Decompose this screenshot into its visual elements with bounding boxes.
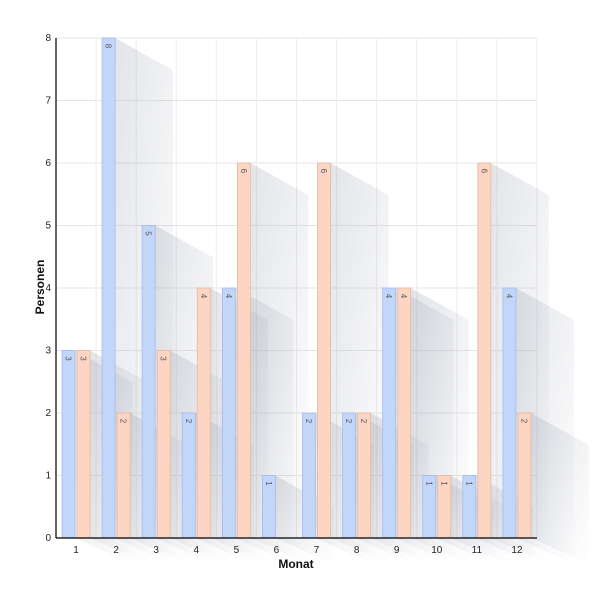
bar-data-label: 4 bbox=[199, 294, 208, 299]
bar-data-label: 3 bbox=[79, 356, 88, 361]
y-tick-label: 7 bbox=[45, 96, 51, 107]
y-tick-label: 2 bbox=[45, 408, 51, 419]
bar-series-1 bbox=[181, 412, 196, 539]
x-tick-label: 5 bbox=[234, 545, 240, 556]
bar-series-2 bbox=[517, 412, 532, 539]
y-tick-label: 1 bbox=[45, 471, 51, 482]
x-axis-title: Monat bbox=[278, 557, 313, 571]
bar-series-2 bbox=[317, 162, 331, 539]
y-tick-label: 8 bbox=[45, 33, 51, 44]
bar-series-2 bbox=[156, 350, 171, 539]
y-tick-label: 3 bbox=[45, 346, 51, 357]
bar-data-label: 3 bbox=[64, 356, 73, 361]
bar-shadow bbox=[530, 413, 589, 564]
y-tick-label: 0 bbox=[45, 533, 51, 544]
bar-data-label: 6 bbox=[319, 169, 328, 174]
y-tick-label: 6 bbox=[45, 158, 51, 169]
bar-data-label: 1 bbox=[464, 481, 473, 486]
bar-data-label: 2 bbox=[119, 419, 128, 424]
bar-series-1 bbox=[502, 287, 517, 539]
x-tick-label: 8 bbox=[354, 545, 360, 556]
bar-data-label: 2 bbox=[519, 419, 528, 424]
bar-data-label: 2 bbox=[344, 419, 353, 424]
bar-data-label: 4 bbox=[384, 294, 393, 299]
bar-series-2 bbox=[397, 287, 412, 539]
bar-data-label: 6 bbox=[239, 169, 248, 174]
x-tick-label: 12 bbox=[511, 545, 523, 556]
x-tick-label: 3 bbox=[153, 545, 159, 556]
x-tick-label: 6 bbox=[274, 545, 280, 556]
bar-data-label: 4 bbox=[399, 294, 408, 299]
bar-data-label: 3 bbox=[159, 356, 168, 361]
bar-series-2 bbox=[477, 162, 492, 539]
bar-series-1 bbox=[302, 412, 316, 539]
bar-data-label: 1 bbox=[439, 481, 448, 486]
bar-data-label: 4 bbox=[504, 294, 513, 299]
bar-data-label: 5 bbox=[144, 231, 153, 236]
bar-shadow bbox=[250, 163, 309, 564]
bar-data-label: 2 bbox=[184, 419, 193, 424]
x-tick-label: 11 bbox=[472, 545, 483, 556]
bar-series-2 bbox=[116, 412, 131, 539]
x-tick-label: 9 bbox=[394, 545, 400, 556]
y-axis-title: Personen bbox=[33, 260, 47, 315]
x-tick-label: 2 bbox=[113, 545, 119, 556]
bar-series-1 bbox=[342, 412, 356, 539]
x-tick-label: 1 bbox=[73, 545, 79, 556]
bar-data-label: 2 bbox=[359, 419, 368, 424]
bar-data-label: 1 bbox=[264, 481, 273, 486]
bar-series-1 bbox=[382, 287, 397, 539]
bars: 3 3 8 2 5 3 2 4 4 6 1 2 6 2 2 4 4 1 1 1 6 4 2 bbox=[61, 37, 532, 539]
bar-data-label: 8 bbox=[104, 44, 113, 49]
bar-data-label: 1 bbox=[424, 481, 433, 486]
bar-series-1 bbox=[101, 37, 116, 539]
x-tick-label: 4 bbox=[194, 545, 200, 556]
bar-series-2 bbox=[76, 350, 91, 539]
x-tick-label: 10 bbox=[431, 545, 443, 556]
bar-data-label: 6 bbox=[479, 169, 488, 174]
bar-data-label: 4 bbox=[224, 294, 233, 299]
bar-series-2 bbox=[236, 162, 251, 539]
y-tick-label: 4 bbox=[45, 283, 51, 294]
bar-series-1 bbox=[221, 287, 236, 539]
bar-data-label: 2 bbox=[304, 419, 313, 424]
bar-series-1 bbox=[61, 350, 76, 539]
x-tick-label: 7 bbox=[314, 545, 320, 556]
y-tick-label: 5 bbox=[45, 221, 51, 232]
bar-series-1 bbox=[141, 225, 156, 539]
bar-series-2 bbox=[357, 412, 371, 539]
bar-series-2 bbox=[196, 287, 211, 539]
